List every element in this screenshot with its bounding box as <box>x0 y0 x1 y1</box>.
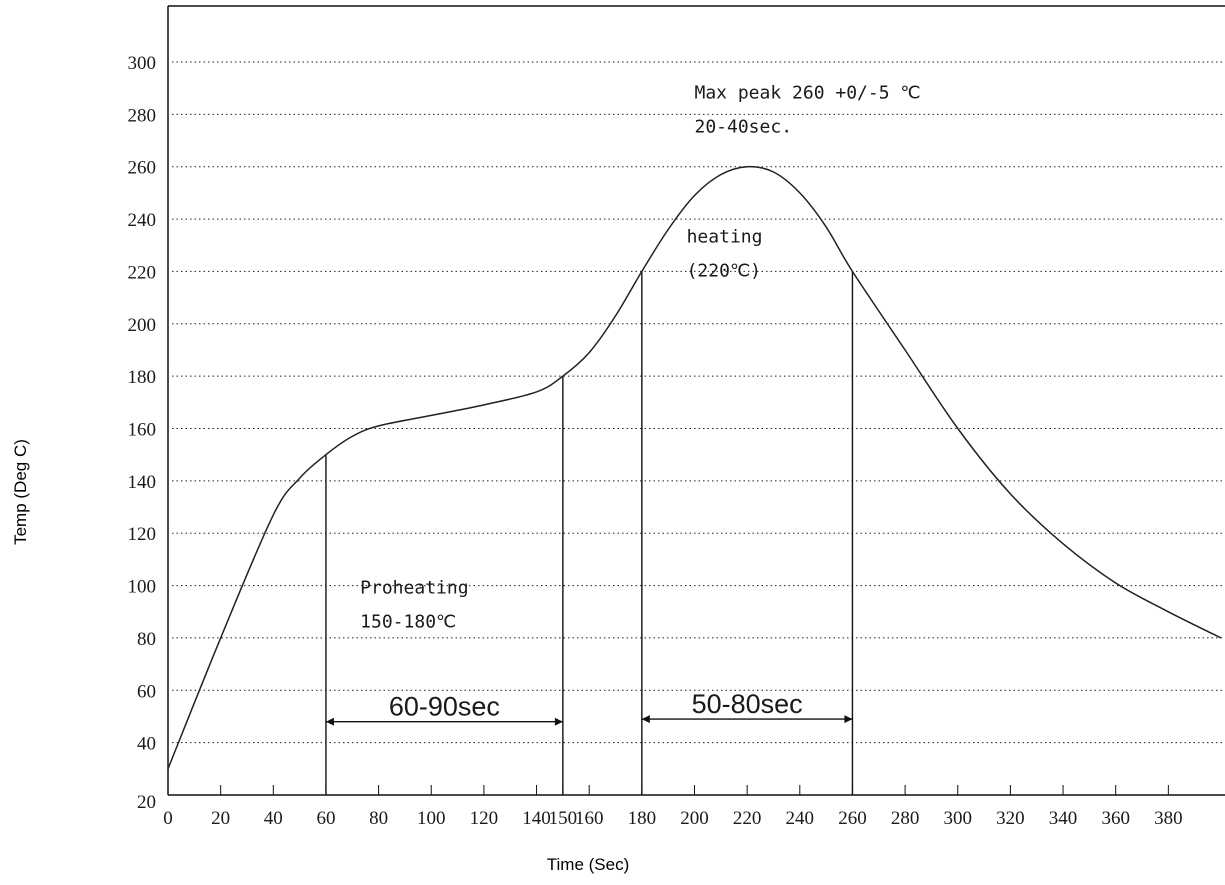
duration-label-1: 60-90sec <box>389 692 500 722</box>
x-tick-label-300: 300 <box>944 808 973 829</box>
x-tick-label-320: 320 <box>996 808 1025 829</box>
x-tick-label-260: 260 <box>838 808 867 829</box>
x-tick-label-220: 220 <box>733 808 762 829</box>
temperature-curve <box>167 165 1222 770</box>
y-tick-label-40: 40 <box>137 734 156 755</box>
y-tick-label-20: 20 <box>137 792 156 813</box>
series-layer <box>167 165 1222 770</box>
x-tick-label-80: 80 <box>369 808 388 829</box>
annotation-3-line-1: Proheating <box>360 577 468 598</box>
annotation-1-line-2: 20-40sec. <box>695 117 793 138</box>
x-tick-label-20: 20 <box>211 808 230 829</box>
axes <box>167 5 1225 796</box>
x-tick-label-40: 40 <box>264 808 283 829</box>
x-tick-label-240: 240 <box>786 808 815 829</box>
x-tick-label-60: 60 <box>316 808 335 829</box>
x-tick-label-380: 380 <box>1154 808 1183 829</box>
y-tick-label-140: 140 <box>128 472 157 493</box>
x-tick-label-0: 0 <box>163 808 173 829</box>
y-tick-label-160: 160 <box>128 420 157 441</box>
x-tick-label-340: 340 <box>1049 808 1078 829</box>
y-tick-label-300: 300 <box>128 53 157 74</box>
x-tick-label-150: 150 <box>549 808 578 829</box>
x-tick-label-140: 140 <box>522 808 551 829</box>
y-tick-label-220: 220 <box>128 262 157 283</box>
annotation-2-line-2: (220℃) <box>687 261 761 282</box>
x-tick-label-120: 120 <box>470 808 499 829</box>
annotation-3-line-2: 150-180℃ <box>360 611 456 632</box>
y-tick-label-180: 180 <box>128 367 157 388</box>
grid-lines <box>172 61 1225 744</box>
y-tick-label-260: 260 <box>128 158 157 179</box>
x-tick-label-200: 200 <box>680 808 709 829</box>
y-tick-label-240: 240 <box>128 210 157 231</box>
x-tick-label-280: 280 <box>891 808 920 829</box>
y-tick-label-280: 280 <box>128 105 157 126</box>
y-tick-label-120: 120 <box>128 524 157 545</box>
x-tick-label-160: 160 <box>575 808 604 829</box>
duration-label-2: 50-80sec <box>692 689 803 719</box>
x-tick-label-360: 360 <box>1101 808 1130 829</box>
duration-arrows: 60-90sec 50-80sec <box>325 689 853 726</box>
annotation-2-line-1: heating <box>687 227 763 248</box>
marker-lines <box>325 271 854 795</box>
y-tick-label-200: 200 <box>128 315 157 336</box>
y-tick-label-80: 80 <box>137 629 156 650</box>
y-tick-label-60: 60 <box>137 681 156 702</box>
annotations: Max peak 260 +0/-5 ℃ 20-40sec. heating (220… <box>360 83 920 633</box>
x-tick-label-180: 180 <box>628 808 657 829</box>
x-tick-label-100: 100 <box>417 808 446 829</box>
x-axis-title: Time (Sec) <box>547 855 630 874</box>
y-tick-label-100: 100 <box>128 577 157 598</box>
y-axis-title: Temp (Deg C) <box>11 439 30 545</box>
annotation-1-line-1: Max peak 260 +0/-5 ℃ <box>695 83 921 104</box>
